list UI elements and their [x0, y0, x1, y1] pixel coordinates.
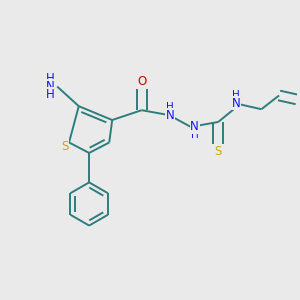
Text: H: H	[46, 88, 55, 101]
Text: H: H	[46, 72, 55, 85]
Text: N: N	[46, 80, 55, 93]
Text: H: H	[232, 91, 240, 100]
Text: H: H	[191, 130, 199, 140]
Text: H: H	[166, 102, 174, 112]
Text: S: S	[214, 145, 222, 158]
Text: S: S	[61, 140, 69, 153]
Text: N: N	[190, 120, 199, 134]
Text: N: N	[232, 97, 240, 110]
Text: N: N	[166, 109, 175, 122]
Text: O: O	[137, 75, 146, 88]
